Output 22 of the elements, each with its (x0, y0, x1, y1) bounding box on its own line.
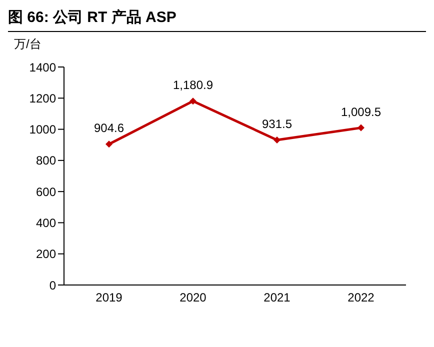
text: 904.6 (94, 121, 124, 136)
x-tick-label: 2021 (264, 290, 291, 305)
y-tick-label: 200 (36, 247, 56, 262)
y-tick-label: 1400 (29, 60, 56, 74)
y-tick-label: 800 (36, 154, 56, 168)
chart-title: 图 66: 公司 RT 产品 ASP (8, 8, 426, 32)
y-tick-label: 400 (36, 216, 56, 230)
x-tick-label: 2019 (96, 290, 123, 305)
text: 931.5 (262, 116, 292, 131)
point (190, 98, 196, 105)
y-tick-label: 0 (49, 278, 56, 292)
y-tick-label: 1200 (29, 91, 56, 106)
text: 1,009.5 (340, 104, 382, 119)
y-tick-label: 600 (36, 184, 56, 199)
y-axis-title: 万/台 (14, 36, 42, 53)
point (358, 124, 364, 132)
point (274, 136, 280, 144)
point (106, 140, 112, 148)
x-tick-label: 2020 (180, 290, 207, 305)
text: 1,180.9 (172, 78, 214, 92)
y-tick-label: 1000 (29, 122, 56, 137)
x-tick-label: 2022 (348, 290, 375, 305)
